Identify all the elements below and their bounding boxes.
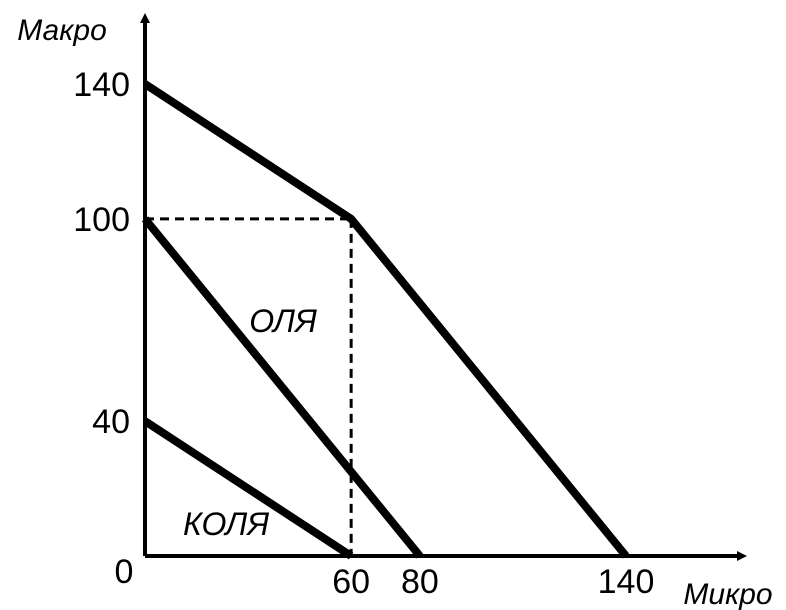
origin-tick-label: 0 — [115, 553, 134, 591]
x-tick-label-80: 80 — [401, 563, 439, 601]
kolya-line — [142, 417, 354, 560]
tick-labels: 0 60 80 140 140 100 40 — [73, 66, 654, 601]
x-tick-label-140: 140 — [598, 563, 655, 601]
y-tick-label-100: 100 — [73, 201, 130, 239]
y-axis-label: Макро — [17, 14, 107, 47]
series-label-kolya: КОЛЯ — [183, 506, 269, 542]
x-tick-label-60: 60 — [332, 563, 370, 601]
x-axis-label: Микро — [683, 578, 772, 610]
olya-line — [141, 216, 423, 559]
y-tick-label-40: 40 — [92, 403, 130, 441]
guide-lines — [145, 217, 353, 556]
axes — [140, 13, 747, 561]
series-label-olya: ОЛЯ — [249, 303, 317, 339]
series-lines — [141, 80, 630, 560]
y-tick-label-140: 140 — [73, 66, 130, 104]
combined-ppf-line — [142, 80, 630, 559]
